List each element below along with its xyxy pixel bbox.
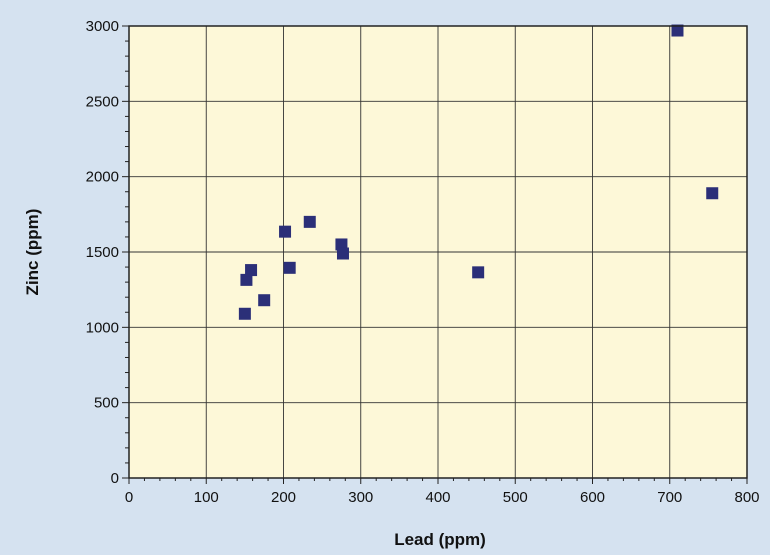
y-tick-label: 1000 [86,319,119,336]
x-tick-label: 800 [734,489,759,506]
data-points [238,24,719,320]
y-tick-label: 3000 [86,18,119,35]
x-tick-label: 200 [271,489,296,506]
x-tick-label: 500 [503,489,528,506]
y-tick-label: 2500 [86,93,119,110]
y-tick-label: 1500 [86,244,119,261]
y-tick-labels: 0 500 1000 1500 2000 2500 3000 [86,18,119,487]
axis-ticks [122,25,748,484]
y-tick-label: 0 [111,470,119,487]
data-point [336,247,349,260]
x-tick-labels: 0 100 200 300 400 500 600 700 800 [125,489,760,506]
data-point [335,238,348,251]
data-point [671,24,684,37]
data-point [283,261,296,274]
data-point [238,307,251,320]
data-point [240,273,253,286]
y-tick-label: 500 [94,395,119,412]
data-point [706,187,719,200]
data-point [258,294,271,307]
x-axis-title: Lead (ppm) [394,530,486,549]
y-axis-title: Zinc (ppm) [23,209,42,296]
x-tick-label: 400 [425,489,450,506]
x-tick-label: 700 [657,489,682,506]
data-point [245,264,258,277]
x-tick-label: 0 [125,489,133,506]
y-tick-label: 2000 [86,169,119,186]
x-tick-label: 600 [580,489,605,506]
data-point [279,225,292,238]
plot-frame [128,25,748,479]
x-tick-label: 100 [194,489,219,506]
grid-lines [129,26,747,478]
x-tick-label: 300 [348,489,373,506]
data-point [303,215,316,228]
data-point [472,266,485,279]
